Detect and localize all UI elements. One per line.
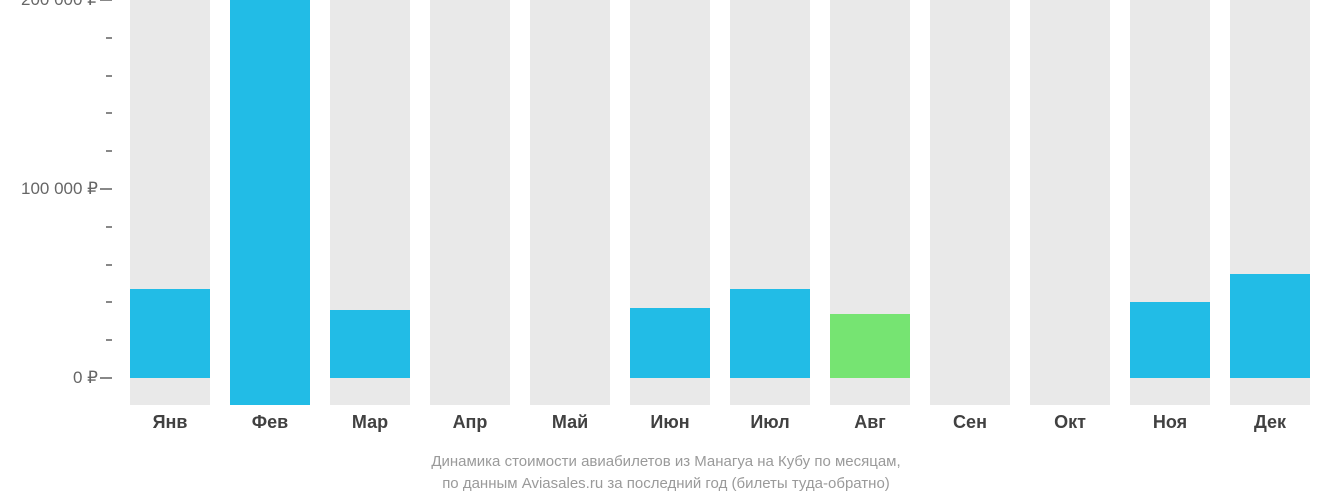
bar <box>630 308 710 378</box>
y-tick-label: 0 ₽ <box>73 368 98 388</box>
bar <box>230 0 310 405</box>
x-tick-label: Ноя <box>1153 412 1187 433</box>
bar <box>830 314 910 378</box>
x-tick-label: Дек <box>1254 412 1286 433</box>
x-tick-label: Окт <box>1054 412 1086 433</box>
bar-slot <box>1230 0 1310 405</box>
bar <box>1230 274 1310 378</box>
bar-slot <box>830 0 910 405</box>
y-minor-tick <box>106 339 112 341</box>
x-tick-label: Апр <box>453 412 488 433</box>
y-minor-tick <box>106 75 112 77</box>
bar <box>1130 302 1210 378</box>
x-tick-label: Мар <box>352 412 388 433</box>
y-minor-tick <box>106 37 112 39</box>
bar-slot <box>330 0 410 405</box>
caption-line-1: Динамика стоимости авиабилетов из Манагу… <box>0 453 1332 470</box>
y-minor-tick <box>106 226 112 228</box>
bar-slot <box>1030 0 1110 405</box>
x-tick-label: Май <box>552 412 588 433</box>
caption-line-2: по данным Aviasales.ru за последний год … <box>0 475 1332 492</box>
y-major-tick <box>100 188 112 190</box>
bar-slot <box>930 0 1010 405</box>
bar <box>730 289 810 378</box>
y-major-tick <box>100 377 112 379</box>
bar-slot <box>430 0 510 405</box>
price-by-month-chart: 0 ₽ 100 000 ₽ 200 000 ₽ Янв Фев Мар Апр Май Июн… <box>0 0 1332 502</box>
bar <box>330 310 410 378</box>
x-axis-labels: Янв Фев Мар Апр Май Июн Июл Авг Сен Окт Ноя Дек <box>120 412 1320 442</box>
bar-background <box>430 0 510 405</box>
x-tick-label: Сен <box>953 412 987 433</box>
y-axis: 0 ₽ 100 000 ₽ 200 000 ₽ <box>0 0 120 405</box>
y-minor-tick <box>106 301 112 303</box>
bars-container <box>120 0 1320 405</box>
y-tick-label: 100 000 ₽ <box>21 179 98 199</box>
bar-background <box>930 0 1010 405</box>
bar-slot <box>1130 0 1210 405</box>
bar-background <box>530 0 610 405</box>
bar-slot <box>230 0 310 405</box>
y-minor-tick <box>106 264 112 266</box>
x-tick-label: Июн <box>650 412 689 433</box>
x-tick-label: Янв <box>153 412 188 433</box>
bar <box>130 289 210 378</box>
bar-slot <box>730 0 810 405</box>
x-tick-label: Авг <box>854 412 886 433</box>
plot-area <box>120 0 1320 405</box>
bar-slot <box>130 0 210 405</box>
x-tick-label: Июл <box>750 412 789 433</box>
y-major-tick <box>100 0 112 1</box>
bar-background <box>1030 0 1110 405</box>
bar-slot <box>630 0 710 405</box>
y-minor-tick <box>106 112 112 114</box>
y-tick-label: 200 000 ₽ <box>21 0 98 10</box>
y-minor-tick <box>106 150 112 152</box>
x-tick-label: Фев <box>252 412 288 433</box>
bar-slot <box>530 0 610 405</box>
